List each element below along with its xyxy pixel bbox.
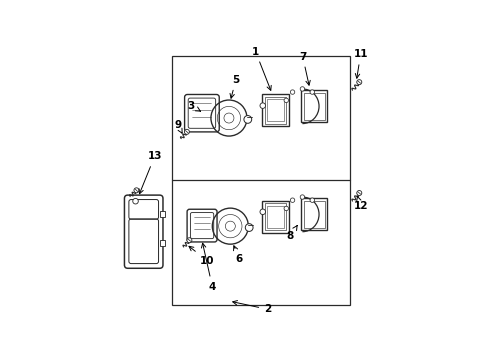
Text: 13: 13 xyxy=(139,151,162,194)
Circle shape xyxy=(184,129,190,134)
Bar xyxy=(160,240,165,246)
Bar xyxy=(262,94,289,126)
Text: 4: 4 xyxy=(201,243,216,292)
Bar xyxy=(265,97,286,124)
Circle shape xyxy=(284,98,289,103)
Circle shape xyxy=(260,103,266,108)
Bar xyxy=(303,93,325,120)
Text: 6: 6 xyxy=(234,246,243,264)
Circle shape xyxy=(134,188,139,193)
Text: 3: 3 xyxy=(188,101,200,111)
Circle shape xyxy=(310,198,315,202)
Circle shape xyxy=(357,80,362,85)
Text: 8: 8 xyxy=(287,225,297,241)
Bar xyxy=(160,211,165,217)
Circle shape xyxy=(133,198,138,204)
Circle shape xyxy=(244,116,252,123)
Circle shape xyxy=(291,90,295,94)
Circle shape xyxy=(245,224,253,231)
Circle shape xyxy=(187,238,192,243)
Text: 5: 5 xyxy=(230,75,240,98)
Bar xyxy=(265,203,286,230)
Circle shape xyxy=(300,195,305,199)
Text: 7: 7 xyxy=(299,51,310,85)
Circle shape xyxy=(260,209,266,215)
Bar xyxy=(262,201,289,233)
Circle shape xyxy=(300,87,305,91)
Text: 12: 12 xyxy=(353,196,368,211)
Text: 9: 9 xyxy=(174,120,182,133)
Text: 1: 1 xyxy=(252,46,271,90)
Text: 10: 10 xyxy=(189,246,215,266)
Circle shape xyxy=(291,198,295,202)
Bar xyxy=(267,206,284,228)
Circle shape xyxy=(284,206,289,211)
Bar xyxy=(301,90,327,122)
Bar xyxy=(303,201,325,228)
Text: 2: 2 xyxy=(233,301,271,314)
Text: 11: 11 xyxy=(353,49,368,78)
Bar xyxy=(301,198,327,230)
Circle shape xyxy=(357,190,362,195)
Bar xyxy=(267,99,284,121)
Circle shape xyxy=(310,90,315,94)
